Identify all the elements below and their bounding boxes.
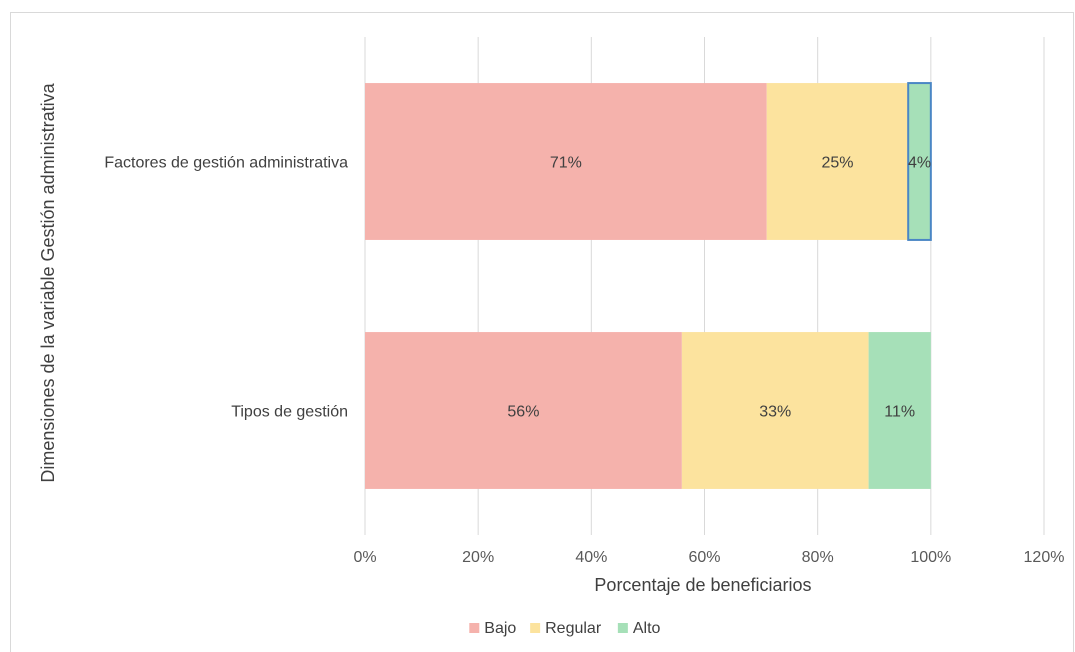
data-label-alto-1: 11% — [884, 404, 915, 421]
data-label-alto-0: 4% — [908, 155, 931, 172]
bar-alto-0 — [907, 82, 932, 241]
category-label: Factores de gestión administrativa — [104, 155, 348, 172]
bar-regular-1 — [681, 332, 869, 489]
x-tick-label: 80% — [802, 549, 834, 566]
x-tick-label: 60% — [688, 549, 720, 566]
x-tick-label: 100% — [910, 549, 951, 566]
x-tick-label: 20% — [462, 549, 494, 566]
bar-regular-0 — [766, 83, 909, 240]
x-tick-label: 120% — [1024, 549, 1065, 566]
chart-frame — [10, 12, 1074, 652]
x-tick-label: 0% — [353, 549, 376, 566]
bar-alto-1 — [868, 332, 931, 489]
legend-label-bajo: Bajo — [484, 620, 516, 637]
x-axis-title: Porcentaje de beneficiarios — [594, 575, 811, 595]
bar-bajo-1 — [365, 332, 682, 489]
legend-swatch-alto — [617, 623, 628, 633]
legend-swatch-bajo — [469, 623, 480, 633]
category-label: Tipos de gestión — [231, 404, 348, 421]
data-label-bajo-1: 56% — [507, 404, 539, 421]
legend: Bajo Regular Alto — [469, 620, 661, 637]
bar-bajo-0 — [365, 83, 767, 240]
bars — [365, 82, 932, 489]
x-tick-label: 40% — [575, 549, 607, 566]
x-tick-labels: 0% 20% 40% 60% 80% 100% 120% — [353, 549, 1064, 566]
legend-swatch-regular — [530, 623, 541, 633]
data-labels: 71% 25% 4% 56% 33% 11% — [507, 155, 931, 421]
legend-label-regular: Regular — [545, 620, 602, 637]
category-labels: Factores de gestión administrativa Tipos … — [104, 155, 348, 421]
data-label-regular-0: 25% — [821, 155, 853, 172]
y-axis-title: Dimensiones de la variable Gestión admin… — [38, 82, 58, 482]
data-label-regular-1: 33% — [759, 404, 791, 421]
legend-label-alto: Alto — [633, 620, 661, 637]
data-label-bajo-0: 71% — [550, 155, 582, 172]
